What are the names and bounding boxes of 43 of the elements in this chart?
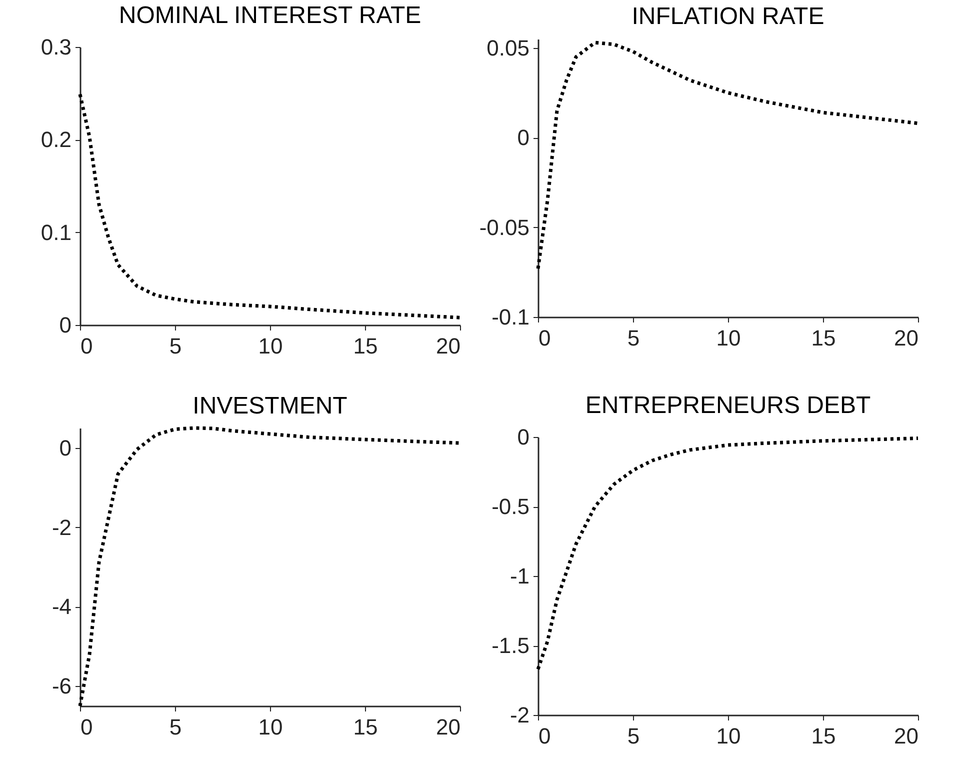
chart-title: ENTREPRENEURS DEBT <box>585 392 872 419</box>
x-tick-label: 20 <box>436 714 460 740</box>
y-tick-label: 0.1 <box>40 220 72 245</box>
x-tick-label: 10 <box>716 326 741 350</box>
y-tick-label: 0 <box>517 125 530 150</box>
x-tick-label: 0 <box>80 334 93 358</box>
y-tick-label: -6 <box>52 674 72 699</box>
x-tick-label: 10 <box>716 724 741 748</box>
y-tick-label: -2 <box>510 702 530 728</box>
x-tick-label: 5 <box>627 326 640 350</box>
y-tick-label: -0.05 <box>479 214 530 240</box>
x-tick-label: 5 <box>169 714 182 740</box>
y-tick-label: 0.3 <box>40 34 72 60</box>
x-tick-label: 15 <box>811 724 836 748</box>
x-tick-label: 0 <box>538 724 551 748</box>
y-tick-label: 0.2 <box>40 127 72 152</box>
x-tick-label: 20 <box>894 326 918 350</box>
y-tick-label: -1.5 <box>492 633 530 658</box>
x-tick-label: 10 <box>258 334 283 358</box>
line-series <box>536 436 920 671</box>
x-tick-label: 20 <box>894 724 918 748</box>
x-tick-label: 15 <box>353 334 378 358</box>
y-tick-label: -1 <box>510 564 530 588</box>
chart-title: NOMINAL INTEREST RATE <box>118 2 422 29</box>
line-series <box>536 40 920 270</box>
x-tick-label: 0 <box>80 714 93 740</box>
chart-title: INVESTMENT <box>192 392 348 420</box>
y-tick-label: -0.5 <box>492 494 530 519</box>
x-tick-label: 0 <box>538 326 551 350</box>
x-tick-label: 15 <box>811 326 836 350</box>
y-tick-label: 0 <box>517 424 530 450</box>
x-tick-label: 20 <box>436 334 460 358</box>
x-tick-label: 5 <box>169 334 182 358</box>
y-tick-label: 0.05 <box>486 35 530 60</box>
x-tick-label: 10 <box>258 714 283 740</box>
chart-title: INFLATION RATE <box>632 2 824 30</box>
x-tick-label: 5 <box>627 724 640 748</box>
y-tick-label: 0 <box>59 435 72 460</box>
y-tick-label: -0.1 <box>492 304 530 330</box>
y-tick-label: -2 <box>52 514 72 540</box>
line-series <box>78 92 462 320</box>
y-tick-label: -4 <box>52 594 72 620</box>
x-tick-label: 15 <box>353 714 378 740</box>
